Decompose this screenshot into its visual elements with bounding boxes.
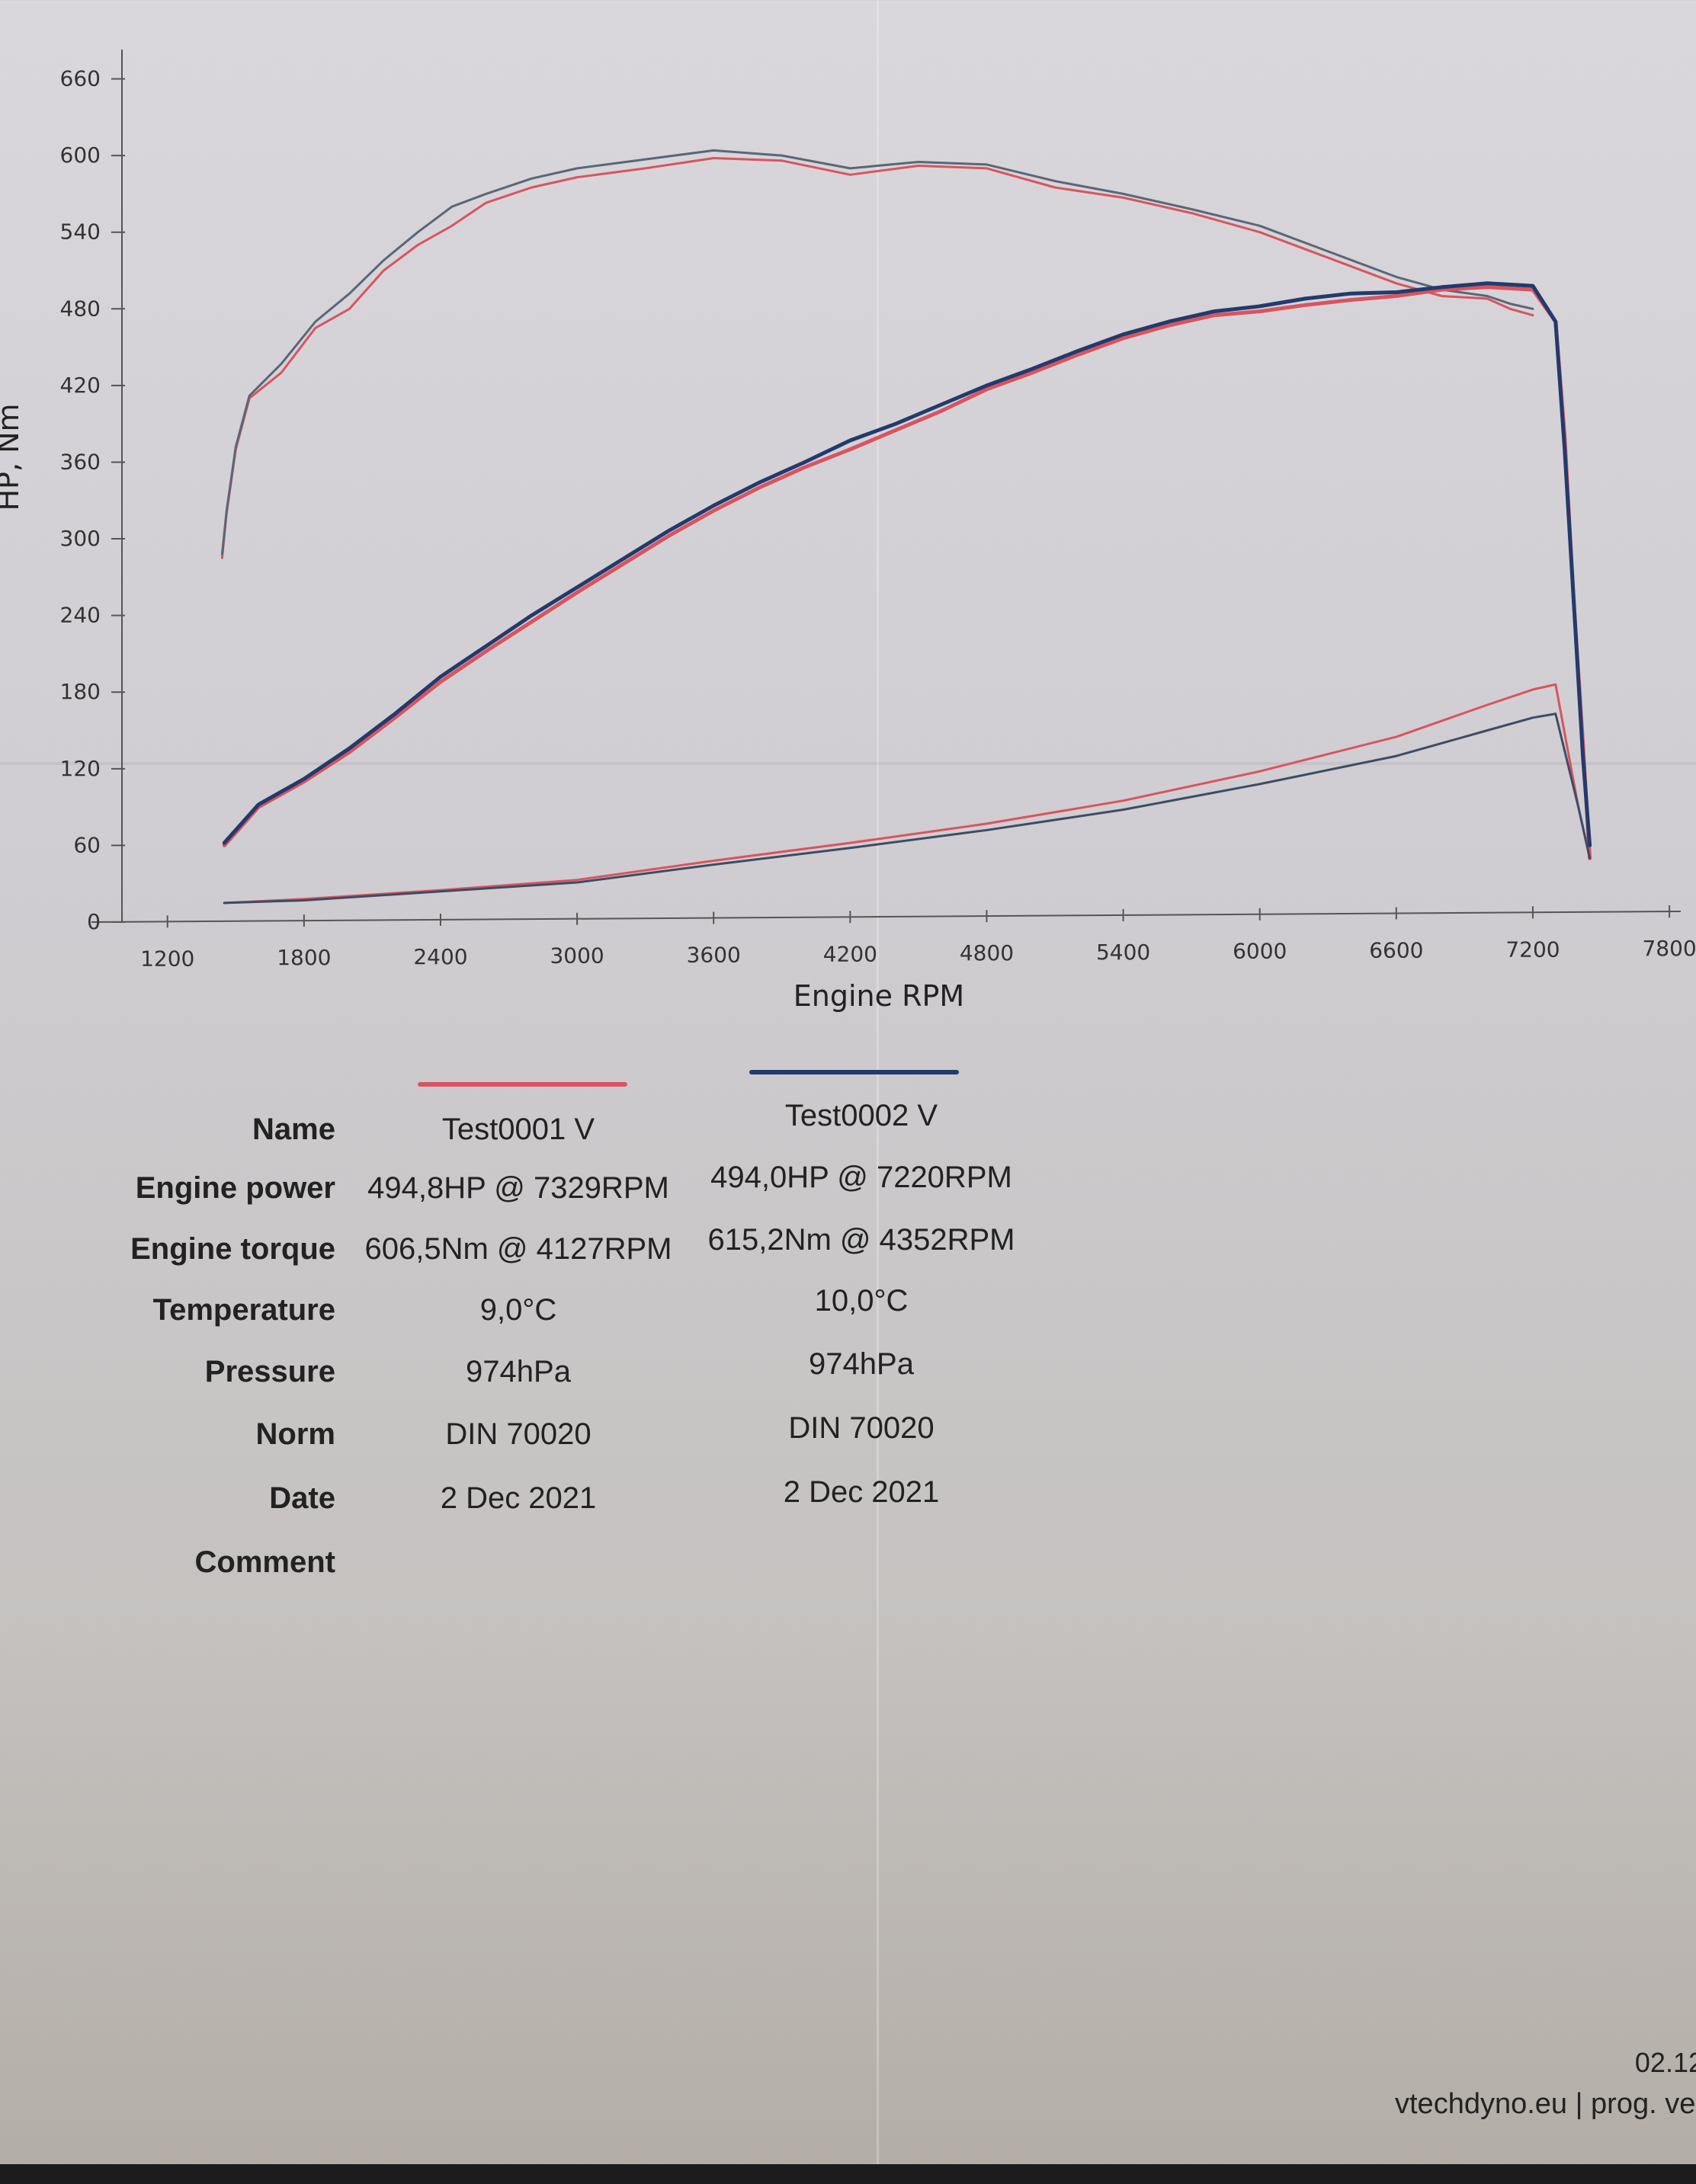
paper-fold-horizontal [0, 762, 1696, 765]
series-line-power [222, 281, 1592, 847]
series-line-power [222, 285, 1592, 860]
run1-value: 606,5Nm @ 4127RPM [364, 1232, 672, 1266]
table-row: Engine power 494,8HP @ 7329RPM 494,0HP @ 7… [0, 1161, 1067, 1217]
run2-value: 494,0HP @ 7220RPM [710, 1161, 1012, 1194]
run1-value: 494,8HP @ 7329RPM [367, 1171, 669, 1205]
y-tick-label: 300 [60, 526, 101, 551]
x-tick-label: 4800 [960, 940, 1014, 966]
run2-value: 615,2Nm @ 4352RPM [707, 1223, 1015, 1257]
legend-line-run2 [749, 1070, 959, 1074]
run2-value: 10,0°C [814, 1284, 909, 1318]
x-tick-label: 5400 [1096, 940, 1150, 965]
y-tick-label: 360 [60, 449, 101, 474]
y-tick-label: 240 [60, 603, 101, 628]
x-tick-label: 1800 [277, 945, 331, 970]
table-edge [0, 2164, 1696, 2184]
series-line-torque [220, 157, 1534, 559]
run1-value: 9,0°C [479, 1293, 557, 1327]
x-tick-label: 6000 [1233, 939, 1287, 964]
table-row: Pressure 974hPa 974hPa [0, 1347, 1067, 1401]
y-tick-label: 120 [60, 756, 101, 781]
footer-date: 02.12. [1634, 2047, 1696, 2078]
x-axis-title: Engine RPM [793, 979, 964, 1013]
series-line-losses [223, 683, 1592, 905]
run1-value: DIN 70020 [445, 1417, 592, 1451]
row-label: Temperature [152, 1293, 335, 1327]
run2-value: Test0002 V [784, 1099, 938, 1132]
x-tick-label: 1200 [140, 946, 194, 971]
table-row: Date 2 Dec 2021 2 Dec 2021 [0, 1475, 1067, 1527]
row-label: Engine torque [130, 1232, 335, 1266]
y-tick-label: 0 [87, 909, 101, 934]
table-row: Engine torque 606,5Nm @ 4127RPM 615,2Nm @ … [0, 1223, 1067, 1278]
x-tick-label: 3000 [550, 943, 604, 969]
row-label: Comment [194, 1545, 335, 1579]
x-axis-line [91, 911, 1682, 923]
run2-value: 2 Dec 2021 [783, 1475, 940, 1509]
x-tick-label: 7800 [1642, 936, 1696, 961]
row-label: Engine power [135, 1171, 335, 1205]
table-row: Comment [0, 1545, 1067, 1591]
table-row: Temperature 9,0°C 10,0°C [0, 1284, 1067, 1339]
y-axis-title: HP, Nm [0, 403, 25, 511]
row-label: Date [269, 1481, 335, 1515]
x-tick-label: 6600 [1369, 938, 1423, 963]
series-line-torque [220, 149, 1534, 556]
row-label: Norm [255, 1417, 335, 1451]
y-tick-label: 660 [60, 66, 101, 91]
run2-value: DIN 70020 [788, 1411, 935, 1445]
x-tick-label: 7200 [1505, 937, 1560, 962]
y-tick-label: 540 [60, 219, 101, 245]
ticks: 0 60 120 180 240 300 360 420 480 540 600 660 1200 180… [60, 66, 1696, 972]
x-tick-label: 2400 [413, 944, 467, 969]
series-line-losses [223, 713, 1592, 905]
series-layer [220, 149, 1592, 905]
run2-value: 974hPa [809, 1347, 914, 1381]
footer-site: vtechdyno.eu | prog. ve [1395, 2088, 1696, 2120]
table-row: Norm DIN 70020 DIN 70020 [0, 1411, 1067, 1463]
y-tick-label: 480 [60, 296, 101, 321]
y-tick-label: 600 [60, 143, 101, 168]
run1-value: 2 Dec 2021 [440, 1481, 597, 1515]
legend-line-run1 [418, 1082, 627, 1087]
run1-value: Test0001 V [441, 1113, 595, 1146]
paper-fold-vertical [877, 0, 879, 2184]
y-tick-label: 420 [60, 373, 101, 398]
row-label: Pressure [204, 1355, 335, 1388]
run1-value: 974hPa [466, 1355, 571, 1388]
x-tick-label: 4200 [823, 941, 877, 966]
row-label: Name [252, 1113, 335, 1146]
y-tick-label: 60 [73, 832, 101, 857]
x-tick-label: 3600 [687, 943, 741, 968]
axes [91, 50, 1682, 923]
dyno-chart: 0 60 120 180 240 300 360 420 480 540 600 660 1200 180… [0, 50, 1696, 1013]
table-row: Name Test0001 V Test0002 V [0, 1099, 1067, 1158]
y-tick-label: 180 [60, 679, 101, 704]
